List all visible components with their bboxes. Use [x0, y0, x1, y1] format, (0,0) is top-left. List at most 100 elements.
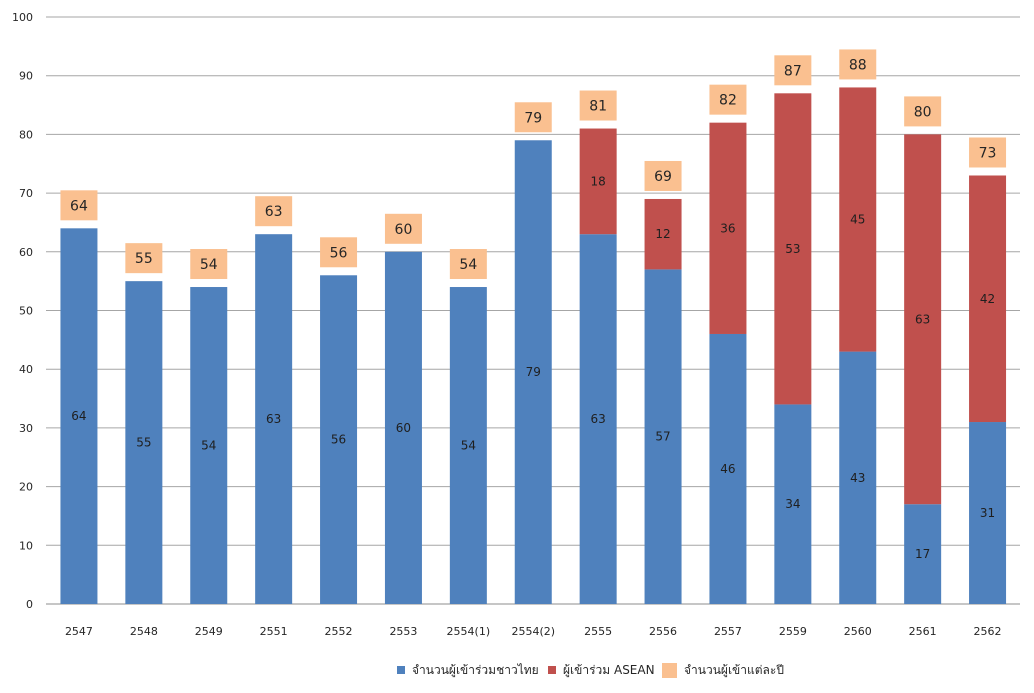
- bars: [60, 87, 1007, 605]
- bar-thai: [384, 251, 422, 605]
- y-axis-ticks: 0 10 20 30 40 50 60 70 80 90 100: [12, 11, 33, 611]
- bar-asean: [969, 175, 1007, 423]
- bar-thai: [320, 275, 358, 604]
- x-tick-label: 2560: [844, 625, 872, 638]
- data-label-thai: 46: [720, 462, 735, 476]
- total-label: 54: [459, 257, 477, 273]
- total-label-box: [969, 137, 1007, 168]
- data-label-asean: 36: [720, 221, 735, 235]
- total-label: 82: [719, 93, 737, 109]
- bar-thai: [579, 234, 617, 604]
- bar-thai: [514, 140, 552, 604]
- x-tick-label: 2547: [65, 625, 93, 638]
- data-label-thai: 63: [591, 412, 606, 426]
- bar-asean: [774, 93, 812, 405]
- legend-label-total: จำนวนผู้เข้าแต่ละปี: [684, 662, 784, 677]
- y-tick-label: 0: [26, 598, 33, 611]
- total-label-box: [320, 237, 358, 268]
- bar-thai: [255, 234, 293, 604]
- legend-item-thai: จำนวนผู้เข้าร่วมชาวไทย: [397, 660, 539, 680]
- data-label-asean: 18: [591, 174, 606, 188]
- total-label: 81: [589, 99, 607, 115]
- bar-asean: [644, 198, 682, 270]
- legend-item-total: จำนวนผู้เข้าแต่ละปี: [662, 660, 784, 680]
- total-label: 88: [849, 57, 867, 73]
- data-label-asean: 12: [655, 227, 670, 241]
- x-tick-label: 2554(1): [447, 625, 491, 638]
- total-labels: 64 55 54 63 56 60 54 79 81 69 82 87 88 80 73: [60, 49, 1007, 280]
- bar-asean: [709, 122, 747, 334]
- x-tick-label: 2557: [714, 625, 742, 638]
- total-label-box: [644, 160, 682, 191]
- total-label-box: [384, 213, 422, 244]
- data-label-asean: 42: [980, 292, 995, 306]
- legend-label-thai: จำนวนผู้เข้าร่วมชาวไทย: [412, 662, 539, 677]
- total-label: 87: [784, 63, 802, 79]
- y-tick-label: 100: [12, 11, 33, 24]
- total-label-box: [709, 84, 747, 115]
- bar-thai: [644, 269, 682, 604]
- total-label: 63: [265, 204, 283, 220]
- bar-asean: [579, 128, 617, 235]
- x-tick-label: 2555: [584, 625, 612, 638]
- y-tick-label: 60: [19, 246, 33, 259]
- bar-asean: [839, 87, 877, 352]
- data-labels: 64 55 54 63 56 60 54 79 63 18 57 12 46 36 34 53 43 45 17 63…: [71, 174, 995, 561]
- bar-thai: [190, 287, 228, 604]
- data-label-thai: 54: [201, 439, 216, 453]
- x-tick-label: 2559: [779, 625, 807, 638]
- total-label-box: [904, 96, 942, 127]
- bar-thai: [774, 404, 812, 604]
- total-label-box: [60, 190, 98, 221]
- total-label-box: [449, 249, 487, 280]
- total-label: 54: [200, 257, 218, 273]
- total-label: 56: [330, 245, 348, 261]
- legend-swatch-thai: [397, 666, 405, 674]
- total-label-box: [839, 49, 877, 80]
- legend-label-asean: ผู้เข้าร่วม ASEAN: [563, 662, 655, 677]
- bar-thai: [839, 351, 877, 604]
- legend-item-asean: ผู้เข้าร่วม ASEAN: [548, 660, 655, 680]
- y-tick-label: 20: [19, 481, 33, 494]
- data-label-thai: 55: [136, 436, 151, 450]
- total-label: 80: [914, 104, 932, 120]
- data-label-asean: 63: [915, 312, 930, 326]
- legend-swatch-total: [662, 662, 677, 678]
- data-label-thai: 60: [396, 421, 411, 435]
- bar-thai: [904, 504, 942, 604]
- bar-thai: [709, 333, 747, 604]
- bar-thai: [969, 422, 1007, 604]
- data-label-thai: 34: [785, 497, 800, 511]
- x-tick-label: 2561: [909, 625, 937, 638]
- data-label-thai: 31: [980, 506, 995, 520]
- total-label: 55: [135, 251, 153, 267]
- data-label-thai: 57: [655, 430, 670, 444]
- total-label: 69: [654, 169, 672, 185]
- x-tick-label: 2553: [389, 625, 417, 638]
- data-label-asean: 53: [785, 242, 800, 256]
- y-tick-label: 90: [19, 70, 33, 83]
- y-tick-label: 10: [19, 539, 33, 552]
- y-tick-label: 70: [19, 187, 33, 200]
- total-label-box: [125, 243, 163, 274]
- bar-asean: [904, 134, 942, 505]
- total-label: 60: [395, 222, 413, 238]
- total-label: 73: [979, 145, 997, 161]
- total-label-box: [579, 90, 617, 121]
- y-tick-label: 30: [19, 422, 33, 435]
- total-label: 64: [70, 198, 88, 214]
- x-tick-label: 2554(2): [511, 625, 555, 638]
- total-label: 79: [524, 110, 542, 126]
- data-label-thai: 17: [915, 547, 930, 561]
- total-label-box: [514, 102, 552, 133]
- bar-thai: [449, 287, 487, 604]
- legend: จำนวนผู้เข้าร่วมชาวไทย ผู้เข้าร่วม ASEAN…: [0, 660, 1034, 680]
- bar-thai: [60, 228, 98, 604]
- data-label-thai: 43: [850, 471, 865, 485]
- data-label-thai: 63: [266, 412, 281, 426]
- data-label-thai: 79: [526, 365, 541, 379]
- data-label-thai: 64: [71, 409, 86, 423]
- y-tick-label: 40: [19, 363, 33, 376]
